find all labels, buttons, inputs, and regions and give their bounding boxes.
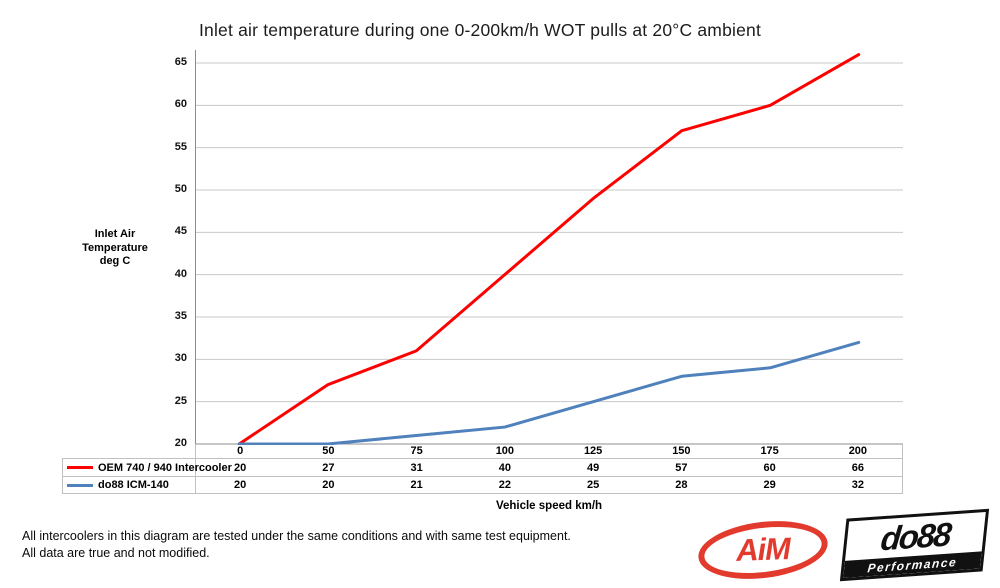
legend-item-do88: do88 ICM-140 xyxy=(63,477,196,493)
y-tick-label: 65 xyxy=(174,56,187,68)
x-tick-label: 100 xyxy=(495,445,515,457)
table-cell: 20 xyxy=(322,479,335,491)
do88-logo: do88 Performance xyxy=(839,508,990,582)
legend-label-do88: do88 ICM-140 xyxy=(98,479,169,491)
x-tick-label: 75 xyxy=(410,445,423,457)
table-row-do88: do88 ICM-140 20 20 21 22 25 28 29 32 xyxy=(62,476,903,494)
y-tick-label: 60 xyxy=(174,98,187,111)
table-cell: 20 xyxy=(234,461,247,474)
footnote-line1: All intercoolers in this diagram are tes… xyxy=(22,529,571,543)
x-tick-label: 200 xyxy=(848,445,868,457)
y-tick-label: 30 xyxy=(174,352,187,365)
legend-line-blue xyxy=(67,483,93,487)
data-table: 0 50 75 100 125 150 175 200 OEM 740 / 940 Inter… xyxy=(62,444,903,494)
x-tick-label: 125 xyxy=(583,445,603,457)
legend-line-red xyxy=(67,466,93,469)
y-tick-label: 50 xyxy=(174,183,187,195)
table-cell: 32 xyxy=(851,479,864,491)
chart-title: Inlet air temperature during one 0-200km… xyxy=(198,20,762,40)
table-cell: 49 xyxy=(587,461,600,474)
y-axis-title-line3: deg C xyxy=(99,255,131,267)
table-cell: 40 xyxy=(498,461,511,474)
table-cell: 25 xyxy=(587,479,600,491)
x-tick-label: 150 xyxy=(672,445,691,457)
x-tick-label: 50 xyxy=(322,445,335,457)
series-line-1 xyxy=(237,340,861,445)
table-cell: 28 xyxy=(675,479,688,491)
y-tick-label: 25 xyxy=(174,394,187,407)
table-cell: 22 xyxy=(498,479,511,491)
aim-logo: AiM xyxy=(695,514,831,586)
footnote: All intercoolers in this diagram are tes… xyxy=(22,528,571,562)
table-values-do88: 20 20 21 22 25 28 29 32 xyxy=(196,477,902,493)
table-row-oem: OEM 740 / 940 Intercooler 20 27 31 40 49 57 60… xyxy=(62,458,903,476)
table-cell: 57 xyxy=(675,461,688,474)
x-tick-label: 175 xyxy=(760,445,779,457)
table-cell: 31 xyxy=(410,461,423,474)
table-cell: 20 xyxy=(234,479,247,491)
y-axis-title: Inlet Air Temperature deg C xyxy=(55,228,175,269)
y-tick-label: 55 xyxy=(174,140,187,153)
x-axis-title: Vehicle speed km/h xyxy=(495,500,603,512)
table-cell: 27 xyxy=(322,461,335,474)
legend-label-oem: OEM 740 / 940 Intercooler xyxy=(98,461,232,474)
x-axis-tick-row: 0 50 75 100 125 150 175 200 xyxy=(62,444,903,458)
table-values-oem: 20 27 31 40 49 57 60 66 xyxy=(196,459,902,476)
table-cell: 21 xyxy=(410,479,423,491)
y-axis-title-line1: Inlet Air xyxy=(94,228,136,240)
plot-area xyxy=(195,50,903,445)
footnote-line2: All data are true and not modified. xyxy=(22,546,210,560)
aim-logo-text: AiM xyxy=(735,531,791,568)
y-tick-label: 40 xyxy=(174,267,187,280)
y-axis-title-line2: Temperature xyxy=(82,241,148,254)
legend-item-oem: OEM 740 / 940 Intercooler xyxy=(63,459,232,476)
table-cell: 29 xyxy=(763,479,776,491)
x-tick-label: 0 xyxy=(237,445,244,457)
x-axis-tick-labels: 0 50 75 100 125 150 175 200 xyxy=(195,444,903,458)
legend-spacer xyxy=(62,444,195,458)
series-line-0 xyxy=(237,53,861,445)
table-cell: 60 xyxy=(763,461,776,474)
y-tick-label: 35 xyxy=(174,310,187,322)
y-tick-label: 20 xyxy=(174,437,187,449)
y-tick-label: 45 xyxy=(174,225,187,238)
table-cell: 66 xyxy=(851,461,864,474)
